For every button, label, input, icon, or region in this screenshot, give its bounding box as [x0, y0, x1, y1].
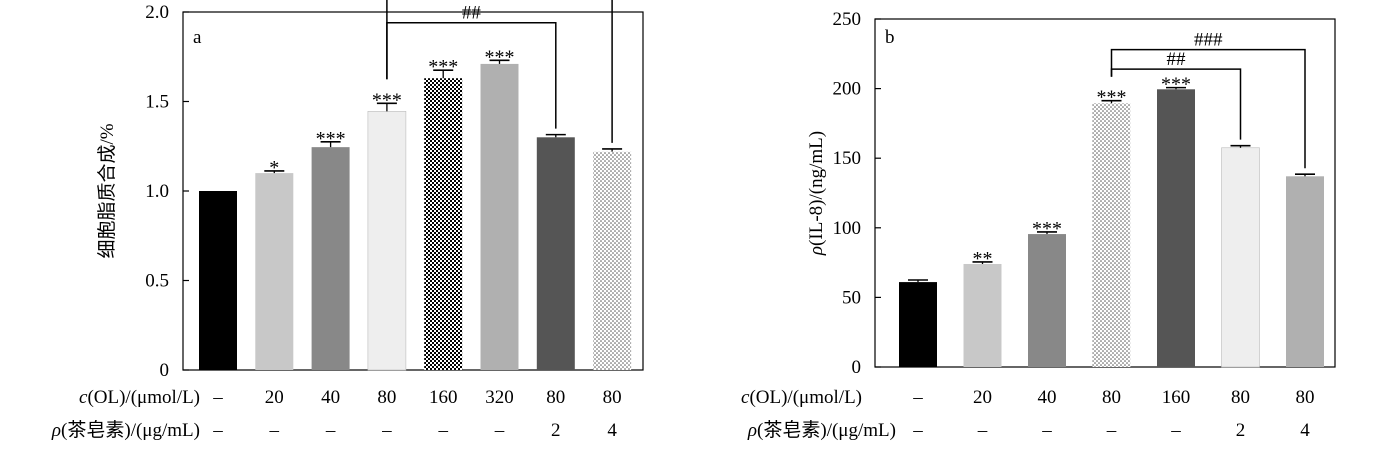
significance-stars: * — [269, 157, 279, 179]
row1-cell: 40 — [321, 387, 340, 408]
bracket-label: ## — [462, 3, 482, 24]
bar — [899, 282, 937, 367]
bar — [963, 263, 1002, 367]
row1-label: c(OL)/(μmol/L) — [741, 387, 862, 408]
y-tick-label: 1.0 — [145, 181, 169, 202]
chart-panel-b: 050100150200250ρ(IL-8)/(ng/mL)b*********… — [741, 9, 1336, 441]
row2-cell: – — [1041, 420, 1052, 441]
comparison-bracket — [1110, 48, 1306, 169]
row1-cell: – — [212, 387, 223, 408]
y-tick-label: 100 — [833, 218, 862, 239]
y-axis-label: ρ(IL-8)/(ng/mL) — [806, 131, 827, 256]
row1-cell: 20 — [265, 387, 284, 408]
row2-cell: – — [212, 420, 223, 441]
y-tick-label: 200 — [833, 79, 862, 100]
significance-stars: *** — [1161, 74, 1191, 96]
bar — [480, 63, 519, 370]
row2-label: ρ(茶皂素)/(μg/mL) — [747, 419, 896, 441]
row2-label: ρ(茶皂素)/(μg/mL) — [51, 419, 200, 441]
row1-cell: 80 — [377, 387, 396, 408]
row2-cell: – — [494, 420, 505, 441]
significance-stars: *** — [485, 46, 515, 68]
row1-cell: 80 — [546, 387, 565, 408]
row2-cell: 2 — [551, 420, 561, 441]
bar — [255, 173, 294, 370]
row2-cell: – — [437, 420, 448, 441]
significance-stars: *** — [1032, 218, 1062, 240]
significance-stars: *** — [428, 56, 458, 78]
y-tick-label: 150 — [833, 148, 862, 169]
row1-cell: 80 — [1102, 387, 1121, 408]
bracket-label: ## — [1167, 49, 1187, 70]
bar — [593, 151, 632, 370]
y-tick-label: 250 — [833, 9, 862, 30]
chart-panel-a: 00.51.01.52.0细胞脂质合成/%a*************####c… — [51, 0, 644, 441]
significance-stars: ** — [973, 248, 993, 270]
bar — [367, 111, 407, 371]
row1-label: c(OL)/(μmol/L) — [79, 387, 200, 408]
row2-cell: – — [1106, 420, 1117, 441]
row1-cell: 160 — [429, 387, 458, 408]
significance-stars: *** — [1097, 87, 1127, 109]
bar — [1286, 176, 1324, 367]
y-tick-label: 0.5 — [145, 271, 169, 292]
bar — [536, 137, 575, 370]
comparison-bracket — [1110, 68, 1242, 140]
y-axis-label: 细胞脂质合成/% — [96, 123, 118, 258]
y-tick-label: 0 — [160, 360, 170, 381]
bar — [1221, 147, 1260, 368]
row1-cell: 160 — [1162, 387, 1191, 408]
row1-cell: 80 — [603, 387, 622, 408]
row2-cell: – — [269, 420, 280, 441]
bar — [1028, 234, 1066, 367]
row2-cell: – — [325, 420, 336, 441]
bracket-label: ### — [1194, 30, 1223, 51]
bar — [311, 147, 350, 370]
panel-label: a — [193, 27, 202, 48]
y-tick-label: 50 — [842, 287, 861, 308]
row2-cell: 4 — [1300, 420, 1310, 441]
bar — [424, 78, 463, 370]
y-tick-label: 2.0 — [145, 2, 169, 23]
bar — [199, 191, 237, 370]
row2-cell: – — [912, 420, 923, 441]
row1-cell: 320 — [485, 387, 514, 408]
row1-cell: 80 — [1231, 387, 1250, 408]
row1-cell: 20 — [973, 387, 992, 408]
y-tick-label: 0 — [852, 357, 862, 378]
row2-cell: – — [1170, 420, 1181, 441]
row1-cell: – — [912, 387, 923, 408]
panel-label: b — [885, 27, 895, 48]
row2-cell: – — [381, 420, 392, 441]
row2-cell: 2 — [1236, 420, 1246, 441]
row2-cell: – — [977, 420, 988, 441]
row2-cell: 4 — [607, 420, 617, 441]
significance-stars: *** — [316, 128, 346, 150]
row1-cell: 80 — [1296, 387, 1315, 408]
comparison-bracket — [386, 21, 557, 129]
bar — [1092, 103, 1131, 367]
y-tick-label: 1.5 — [145, 92, 169, 113]
bar — [1157, 89, 1195, 368]
significance-stars: *** — [372, 89, 402, 111]
row1-cell: 40 — [1038, 387, 1057, 408]
